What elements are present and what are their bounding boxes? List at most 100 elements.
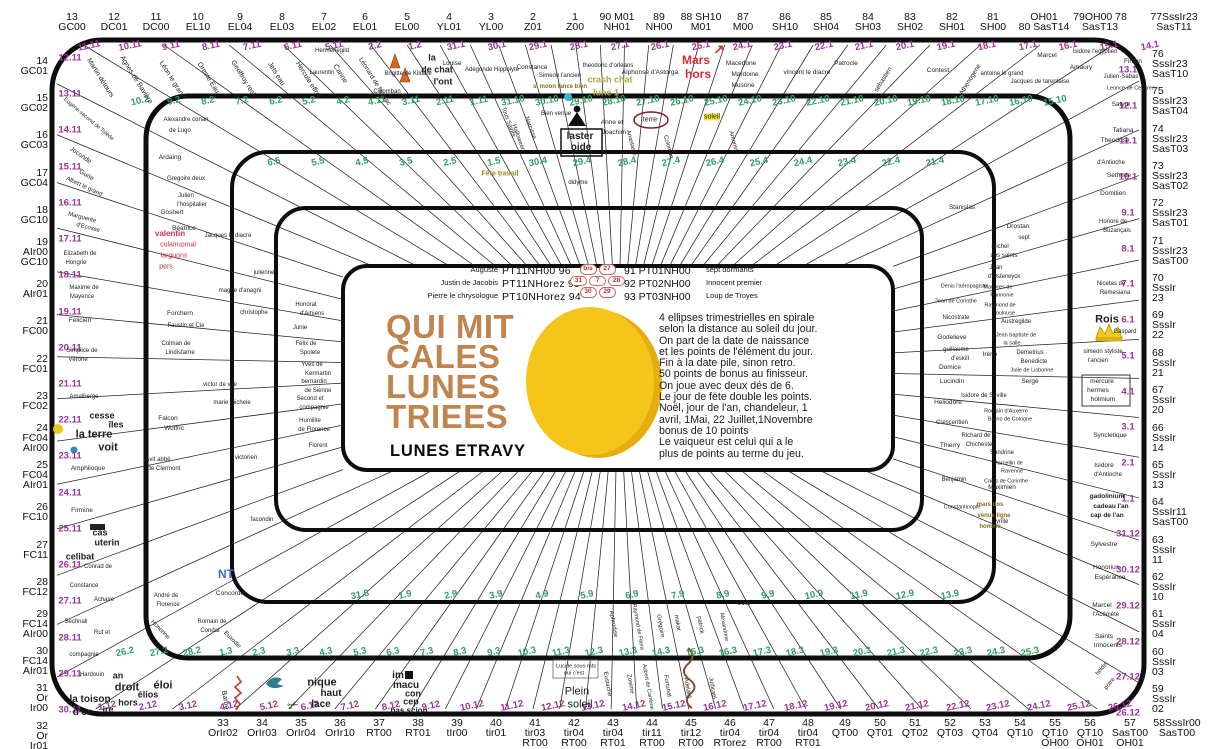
- brown-squiggle: [683, 647, 696, 709]
- day-line: [585, 469, 609, 710]
- day-line: [235, 469, 504, 710]
- day-line: [444, 469, 567, 710]
- person-icon: [568, 105, 586, 126]
- day-line: [469, 44, 572, 267]
- day-line: [56, 356, 344, 363]
- day-line: [740, 469, 1029, 710]
- day-line: [751, 44, 1041, 267]
- day-line: [708, 469, 923, 710]
- sun-icon: [526, 307, 654, 455]
- day-line: [643, 44, 699, 267]
- day-line: [56, 83, 417, 267]
- day-line: [532, 469, 593, 710]
- day-line: [638, 469, 690, 710]
- bird-icon: [266, 677, 284, 689]
- day-line: [228, 44, 496, 267]
- day-line: [774, 44, 1113, 267]
- dark-blob: [90, 524, 105, 530]
- day-line: [619, 44, 625, 267]
- day-line: [329, 44, 528, 267]
- day-line: [498, 44, 581, 267]
- day-line: [95, 469, 462, 710]
- day-line: [56, 446, 344, 530]
- day-line: [892, 436, 1140, 499]
- day-line: [892, 414, 1140, 458]
- day-line: [56, 182, 344, 278]
- day-line: [723, 469, 972, 710]
- campfire-icons: [389, 53, 411, 83]
- ring-4: [274, 206, 924, 532]
- terre-circle: [633, 111, 669, 129]
- cyan-dot: [564, 93, 572, 101]
- day-line: [172, 469, 485, 710]
- day-line: [840, 129, 1140, 267]
- day-line: [651, 44, 726, 267]
- day-line: [288, 469, 520, 710]
- day-line: [334, 469, 534, 710]
- day-line: [664, 469, 775, 710]
- day-line: [646, 469, 717, 710]
- ring-outer: [49, 37, 1147, 717]
- day-line: [475, 469, 576, 710]
- day-line: [56, 469, 344, 576]
- day-line: [702, 44, 887, 267]
- ring-2: [143, 93, 1073, 661]
- day-line: [525, 44, 590, 267]
- day-line: [786, 469, 1140, 684]
- day-line: [819, 469, 1140, 633]
- day-line: [679, 44, 814, 267]
- day-line: [892, 175, 1140, 267]
- blue-dot: [70, 446, 78, 454]
- day-line: [892, 339, 1140, 354]
- day-line: [655, 469, 745, 710]
- day-line: [406, 44, 552, 267]
- day-line: [892, 259, 1140, 312]
- day-line: [802, 80, 1140, 267]
- day-line: [559, 469, 601, 710]
- day-line: [56, 314, 344, 343]
- crown-icon: [1095, 322, 1123, 342]
- red-zigzag: [233, 675, 243, 711]
- day-line: [690, 44, 849, 267]
- laster-box: [560, 128, 603, 157]
- lucide-box: [552, 659, 599, 679]
- day-line: [660, 44, 753, 267]
- day-line: [504, 469, 585, 710]
- day-line: [630, 469, 663, 710]
- day-line: [635, 44, 674, 267]
- day-line: [684, 469, 841, 710]
- black-square: [405, 671, 413, 679]
- day-line: [892, 373, 1140, 379]
- day-line: [599, 44, 613, 267]
- mercure-box: [1081, 374, 1131, 407]
- day-line: [56, 227, 344, 300]
- ring-3: [230, 150, 996, 604]
- day-line: [163, 44, 475, 267]
- day-line: [56, 403, 344, 442]
- day-line: [56, 271, 344, 322]
- day-line: [83, 44, 450, 267]
- yellow-dot: [53, 424, 63, 434]
- day-line: [732, 44, 981, 267]
- day-line: [863, 469, 1140, 585]
- day-line: [627, 44, 650, 267]
- day-line: [610, 469, 617, 710]
- day-line: [673, 469, 807, 710]
- day-line: [892, 458, 1140, 541]
- day-line: [623, 469, 638, 710]
- day-line: [370, 44, 541, 267]
- day-line: [56, 469, 396, 625]
- day-line: [892, 299, 1140, 333]
- day-line: [439, 44, 563, 267]
- radial-day-lines: [56, 44, 1140, 710]
- day-line: [892, 218, 1140, 290]
- day-line: [375, 469, 546, 710]
- day-line: [283, 44, 513, 267]
- day-line: [56, 469, 434, 678]
- day-line: [892, 393, 1140, 418]
- day-line: [411, 469, 557, 710]
- day-line: [761, 469, 1098, 710]
- day-line: [56, 134, 373, 267]
